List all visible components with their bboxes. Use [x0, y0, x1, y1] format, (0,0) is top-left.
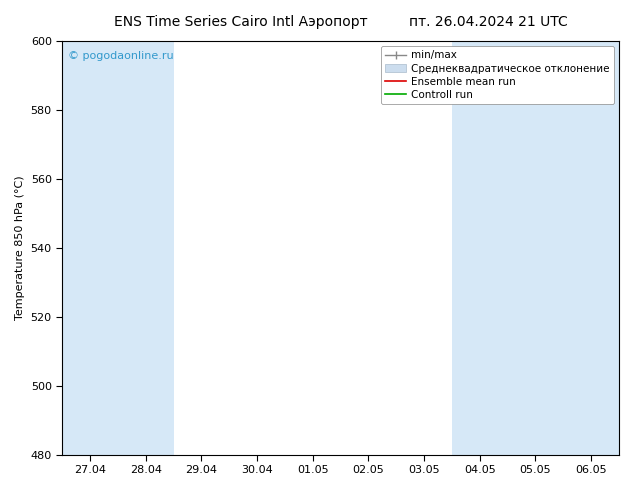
Bar: [452, 41, 619, 455]
Text: пт. 26.04.2024 21 UTC: пт. 26.04.2024 21 UTC: [409, 15, 567, 29]
Bar: [62, 41, 174, 455]
Text: ENS Time Series Cairo Intl Аэропорт: ENS Time Series Cairo Intl Аэропорт: [114, 15, 368, 29]
Text: © pogodaonline.ru: © pogodaonline.ru: [68, 51, 174, 61]
Y-axis label: Temperature 850 hPa (°C): Temperature 850 hPa (°C): [15, 175, 25, 320]
Legend: min/max, Среднеквадратическое отклонение, Ensemble mean run, Controll run: min/max, Среднеквадратическое отклонение…: [381, 46, 614, 104]
